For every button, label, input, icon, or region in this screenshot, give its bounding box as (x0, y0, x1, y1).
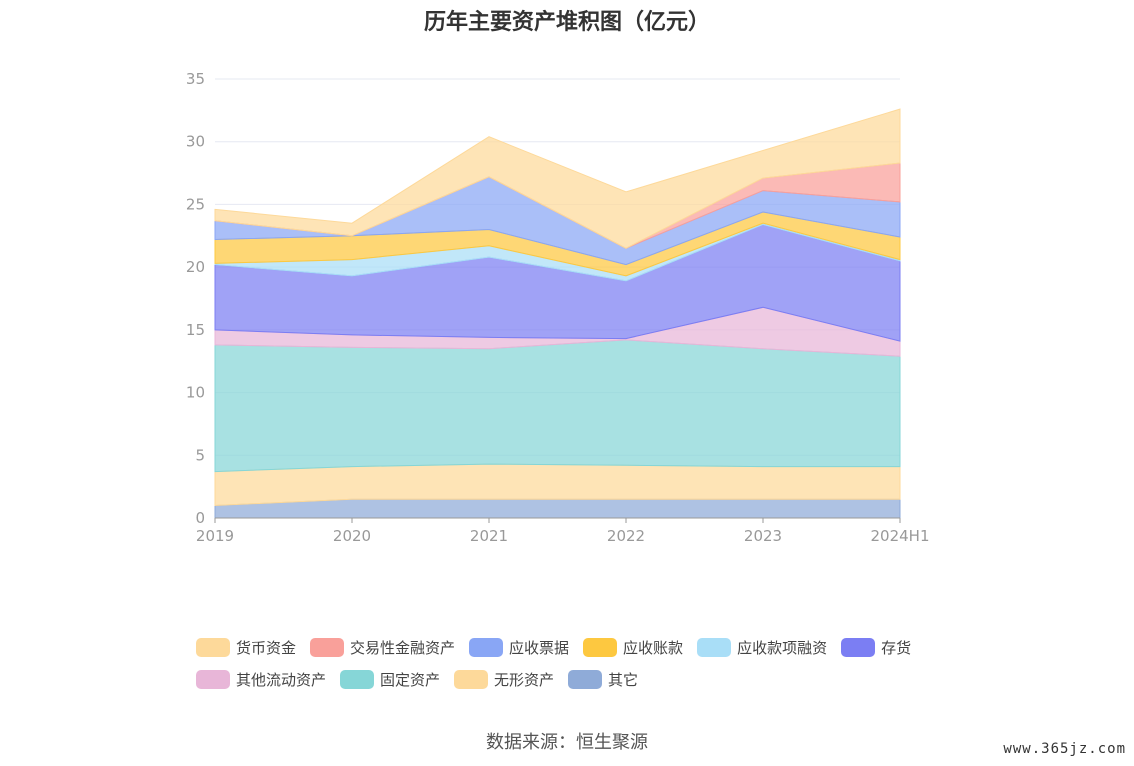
area-其它[interactable] (214, 498, 901, 519)
x-tick-label: 2024H1 (871, 527, 930, 545)
x-tick-label: 2022 (607, 527, 645, 545)
area-货币资金[interactable] (214, 108, 901, 249)
legend-label: 应收账款 (623, 638, 684, 657)
legend-item[interactable]: 应收票据 (469, 637, 569, 658)
legend-swatch (841, 637, 876, 657)
legend-label: 存货 (881, 638, 912, 657)
legend-row: 其他流动资产 固定资产 无形资产 其它 (196, 663, 956, 695)
x-tick-label: 2019 (196, 527, 234, 545)
legend-label: 货币资金 (236, 638, 297, 657)
area-固定资产[interactable] (214, 339, 901, 473)
legend-swatch (568, 669, 603, 689)
legend-label: 其他流动资产 (236, 670, 327, 689)
legend-label: 固定资产 (380, 670, 441, 689)
legend-label: 其它 (608, 670, 639, 689)
legend-item[interactable]: 无形资产 (454, 669, 554, 690)
chart-title: 历年主要资产堆积图（亿元） (423, 10, 710, 35)
legend-label: 无形资产 (494, 670, 555, 689)
legend-item[interactable]: 存货 (841, 637, 911, 658)
y-tick-label: 30 (186, 133, 205, 151)
legend-swatch (310, 637, 345, 657)
legend-swatch (340, 669, 375, 689)
legend-row: 货币资金 交易性金融资产 应收票据 应收账款 应收款项融资 存货 (196, 631, 956, 663)
area-series (214, 108, 901, 519)
legend-item[interactable]: 货币资金 (196, 637, 296, 658)
legend-swatch (196, 637, 230, 657)
x-tick-label: 2021 (470, 527, 508, 545)
y-tick-label: 15 (186, 321, 205, 339)
legend-item[interactable]: 其他流动资产 (196, 669, 326, 690)
legend-label: 应收款项融资 (737, 638, 828, 657)
legend-swatch (196, 669, 230, 689)
legend-swatch (469, 637, 504, 657)
legend-label: 应收票据 (509, 638, 570, 657)
y-tick-label: 5 (195, 446, 205, 464)
watermark: www.365jz.com (1003, 741, 1126, 757)
y-tick-label: 35 (186, 70, 205, 88)
legend-label: 交易性金融资产 (350, 638, 456, 657)
legend-item[interactable]: 应收款项融资 (697, 637, 827, 658)
x-tick-label: 2023 (744, 527, 782, 545)
chart-legend: 货币资金 交易性金融资产 应收票据 应收账款 应收款项融资 存货其他流动资产 固定资产 无形资… (196, 631, 956, 695)
y-tick-label: 20 (186, 258, 205, 276)
legend-item[interactable]: 其它 (568, 669, 638, 690)
y-tick-label: 25 (186, 195, 205, 213)
legend-swatch (583, 637, 618, 657)
y-tick-label: 0 (195, 509, 205, 527)
legend-item[interactable]: 应收账款 (583, 637, 683, 658)
x-tick-label: 2020 (333, 527, 371, 545)
axes: 0 5 10 15 20 25 30 35 2019 2020 2021 2022 2023 2024H1 (186, 70, 930, 545)
legend-swatch (697, 637, 732, 657)
y-tick-label: 10 (186, 384, 205, 402)
legend-swatch (454, 669, 489, 689)
legend-item[interactable]: 固定资产 (340, 669, 440, 690)
data-source-note: 数据来源：恒生聚源 (486, 732, 648, 753)
legend-item[interactable]: 交易性金融资产 (310, 637, 455, 658)
area-无形资产[interactable] (214, 463, 901, 507)
